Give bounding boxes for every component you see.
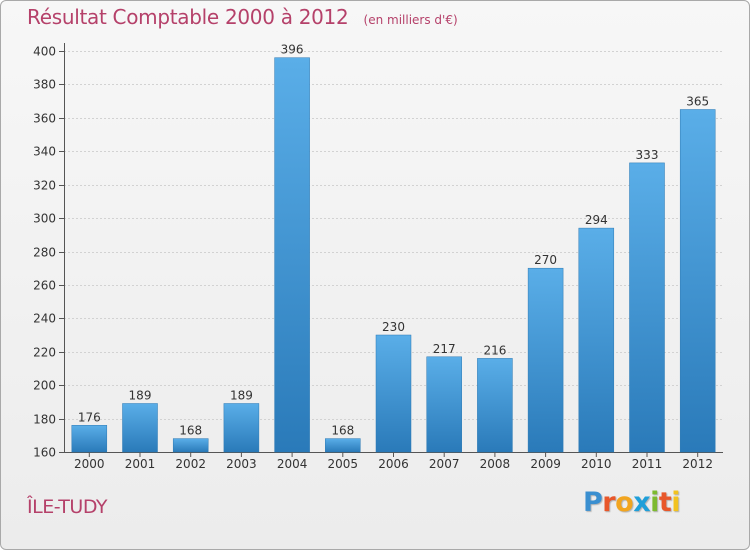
data-label: 168 — [331, 424, 354, 438]
data-label: 168 — [179, 424, 202, 438]
x-tick-label: 2007 — [429, 457, 460, 471]
y-tick-label: 160 — [33, 446, 56, 460]
y-tick-label: 400 — [33, 45, 56, 59]
data-label: 217 — [433, 342, 456, 356]
chart-unit-note: (en milliers d'€) — [363, 13, 458, 27]
y-tick-label: 340 — [33, 145, 56, 159]
data-label: 333 — [636, 148, 659, 162]
data-label: 189 — [230, 389, 253, 403]
x-tick-label: 2005 — [328, 457, 359, 471]
y-tick-label: 320 — [33, 179, 56, 193]
x-tick-label: 2011 — [632, 457, 663, 471]
bar-2008 — [477, 358, 513, 453]
data-label: 294 — [585, 213, 608, 227]
y-tick-label: 380 — [33, 78, 56, 92]
y-tick-label: 240 — [33, 312, 56, 326]
bar-2011 — [629, 162, 665, 453]
y-tick-label: 200 — [33, 379, 56, 393]
bar-2006 — [375, 334, 412, 453]
x-tick-label: 2001 — [125, 457, 156, 471]
bar-2001 — [122, 403, 158, 453]
chart-title-row: Résultat Comptable 2000 à 2012 (en milli… — [27, 5, 458, 29]
city-label: ÎLE-TUDY — [27, 496, 108, 518]
logo-letter: r — [602, 487, 616, 518]
y-tick-label: 360 — [33, 112, 56, 126]
y-tick-label: 180 — [33, 413, 56, 427]
y-tick-label: 260 — [33, 279, 56, 293]
x-tick-label: 2004 — [277, 457, 308, 471]
y-tick-label: 220 — [33, 346, 56, 360]
bar-2010 — [578, 227, 615, 453]
data-label: 270 — [534, 253, 557, 267]
x-tick-label: 2002 — [175, 457, 206, 471]
bar-2004 — [274, 57, 310, 453]
bar-2012 — [679, 109, 716, 453]
logo-letter: o — [615, 487, 634, 518]
data-label: 230 — [382, 320, 405, 334]
bar-2002 — [172, 438, 209, 453]
x-tick-label: 2000 — [74, 457, 105, 471]
x-tick-label: 2012 — [682, 457, 713, 471]
data-label: 176 — [78, 410, 101, 424]
logo-letter: i — [671, 487, 681, 518]
bar-2009 — [527, 267, 564, 453]
logo-letter: t — [658, 487, 672, 518]
x-tick-label: 2003 — [226, 457, 257, 471]
bar-2000 — [71, 425, 108, 453]
bar-2007 — [426, 356, 462, 453]
bar-2005 — [325, 438, 361, 453]
x-tick-label: 2008 — [480, 457, 511, 471]
bar-2003 — [223, 403, 260, 453]
chart-title: Résultat Comptable 2000 à 2012 — [27, 5, 349, 29]
data-label: 189 — [129, 389, 152, 403]
data-label: 365 — [686, 95, 709, 109]
logo-letter: P — [583, 487, 603, 518]
data-label: 216 — [483, 343, 506, 357]
x-tick-label: 2006 — [378, 457, 409, 471]
proxiti-logo: Proxiti — [583, 487, 681, 518]
data-label: 396 — [281, 43, 304, 57]
x-tick-label: 2009 — [530, 457, 561, 471]
y-tick-label: 300 — [33, 212, 56, 226]
logo-letter: i — [650, 487, 659, 518]
x-tick-label: 2010 — [581, 457, 612, 471]
logo-letter: x — [633, 487, 651, 518]
y-tick-label: 280 — [33, 246, 56, 260]
